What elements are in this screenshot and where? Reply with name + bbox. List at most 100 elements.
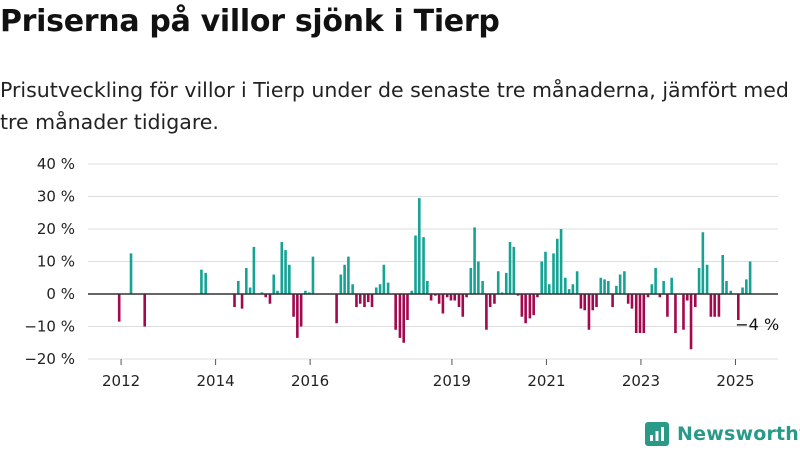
bar [445, 294, 449, 298]
bar [709, 294, 713, 317]
y-tick-label: 0 % [46, 285, 75, 303]
bar [386, 282, 390, 295]
bar [587, 294, 591, 330]
bar [729, 290, 733, 294]
bar [544, 251, 547, 294]
bar [532, 294, 535, 316]
bar [252, 246, 256, 295]
bar [536, 294, 539, 298]
bar [469, 268, 473, 294]
bar [414, 235, 417, 294]
bar [363, 294, 366, 307]
x-tick-label: 2016 [291, 372, 329, 390]
bar [713, 294, 716, 317]
bar [646, 294, 650, 298]
bar [615, 285, 618, 295]
bar [591, 294, 595, 311]
bar [524, 294, 527, 324]
bar [579, 294, 583, 309]
x-axis-ticks [120, 359, 736, 365]
bar [741, 287, 744, 294]
x-tick-label: 2025 [716, 372, 754, 390]
bar [358, 294, 362, 304]
bar [555, 238, 559, 294]
bar [693, 294, 697, 307]
bar [603, 279, 606, 295]
bar [630, 294, 634, 309]
bar [583, 294, 587, 311]
bar [268, 294, 272, 304]
bar [745, 279, 748, 295]
y-tick-label: 30 % [37, 188, 75, 206]
bar [307, 292, 311, 295]
bar [575, 271, 579, 294]
bar [689, 294, 693, 350]
bar [654, 268, 657, 294]
y-tick-label: −10 % [24, 318, 75, 336]
x-tick-label: 2021 [527, 372, 565, 390]
bar [417, 198, 421, 295]
bar [725, 281, 728, 294]
bar [240, 294, 244, 309]
bar [666, 294, 669, 317]
bar [528, 294, 532, 319]
bar [129, 253, 133, 295]
y-tick-label: 40 % [37, 155, 75, 173]
bar [516, 294, 520, 296]
chart-subtitle: Prisutveckling för villor i Tierp under … [0, 78, 789, 134]
bar [276, 290, 279, 294]
bar [398, 294, 402, 338]
bar [351, 284, 354, 294]
bar [685, 294, 689, 301]
bar [410, 290, 414, 294]
bar-chart: −20 %−10 %0 %10 %20 %30 %40 % 2012 2014 20… [24, 155, 779, 390]
bar [737, 294, 740, 320]
bar [717, 294, 721, 317]
bar [473, 227, 476, 295]
bar [674, 294, 677, 333]
latest-value-annotation: −4 % [735, 315, 779, 334]
bar [705, 264, 709, 294]
bar [670, 277, 673, 294]
y-tick-label: 10 % [37, 253, 75, 271]
bar [488, 294, 492, 307]
bar [272, 274, 276, 294]
bar [335, 294, 338, 324]
bar [441, 294, 445, 314]
bars [117, 198, 752, 350]
bar [658, 294, 662, 298]
bar [288, 264, 291, 294]
bar [650, 284, 654, 294]
newsworthy-logo[interactable]: Newsworthy [645, 421, 800, 447]
bar [422, 237, 425, 295]
bar [248, 287, 252, 294]
y-axis-labels: −20 % −10 % 0 % 10 % 20 % 30 % 40 % [24, 155, 75, 368]
bar [559, 229, 563, 294]
bar [402, 294, 405, 343]
bar [394, 294, 397, 330]
bar [264, 294, 267, 298]
bar [496, 271, 500, 294]
bar [552, 253, 555, 295]
bar [638, 294, 642, 333]
bar [618, 274, 622, 294]
bar [343, 264, 346, 294]
bar [662, 281, 665, 294]
gridlines [88, 163, 778, 360]
bar [465, 294, 468, 298]
x-tick-label: 2014 [197, 372, 235, 390]
bar [299, 294, 303, 327]
bar [595, 294, 598, 307]
newsworthy-logo-icon [645, 422, 669, 446]
bar [347, 256, 350, 295]
bar [236, 281, 240, 294]
bar [233, 294, 236, 307]
bar [547, 284, 551, 294]
bar [284, 250, 287, 295]
bar [571, 284, 575, 294]
bar [366, 294, 370, 303]
bar [453, 294, 457, 301]
bar [406, 294, 409, 320]
bar [508, 242, 512, 294]
x-tick-label: 2012 [102, 372, 140, 390]
